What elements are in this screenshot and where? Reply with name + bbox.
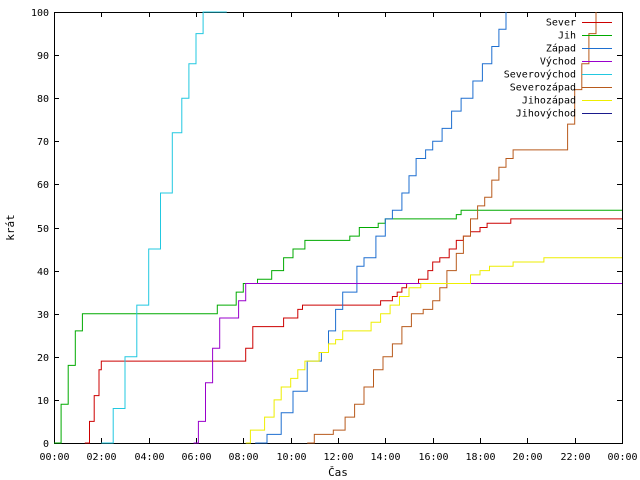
x-tick-label: 16:00 bbox=[418, 452, 448, 463]
series-line-2 bbox=[54, 209, 622, 444]
legend-label: Východ bbox=[540, 56, 576, 68]
x-axis-label: Čas bbox=[328, 466, 348, 479]
series-lines bbox=[54, 11, 622, 444]
y-tick-label: 20 bbox=[37, 353, 49, 364]
x-tick-label: 04:00 bbox=[134, 452, 164, 463]
x-tick-label: 18:00 bbox=[465, 452, 495, 463]
legend-label: Jihozápad bbox=[522, 95, 576, 107]
y-tick-label: 90 bbox=[37, 51, 49, 62]
x-tick-label: 22:00 bbox=[560, 452, 590, 463]
x-tick-label: 02:00 bbox=[86, 452, 116, 463]
y-tick-label: 70 bbox=[37, 137, 49, 148]
y-tick-label: 0 bbox=[43, 439, 49, 450]
y-axis-label: krát bbox=[4, 214, 17, 241]
legend-label: Severovýchod bbox=[504, 69, 576, 81]
x-tick-label: 06:00 bbox=[181, 452, 211, 463]
legend-label: Sever bbox=[546, 18, 576, 29]
y-tick-label: 30 bbox=[37, 310, 49, 321]
x-tick-label: 20:00 bbox=[512, 452, 542, 463]
x-tick-label: 12:00 bbox=[323, 452, 353, 463]
y-tick-label: 10 bbox=[37, 396, 49, 407]
x-tick-label: 14:00 bbox=[370, 452, 400, 463]
x-tick-label: 00:00 bbox=[607, 452, 637, 463]
legend-label: Jih bbox=[558, 31, 576, 42]
series-line-5 bbox=[101, 11, 227, 444]
x-tick-label: 08:00 bbox=[228, 452, 258, 463]
series-line-6 bbox=[307, 12, 597, 444]
legend: Sever JihZápadVýchodSeverovýchodSeverozáp… bbox=[504, 18, 612, 120]
x-axis-ticks: 00:00 02:00 04:00 06:00 08:00 10:00 12:00 14:00… bbox=[39, 12, 638, 463]
legend-label: Jihovýchod bbox=[516, 108, 576, 120]
legend-label: Severozápad bbox=[510, 82, 576, 94]
legend-label: Západ bbox=[546, 43, 576, 55]
x-tick-label: 10:00 bbox=[276, 452, 306, 463]
x-tick-label: 00:00 bbox=[39, 452, 69, 463]
y-axis-ticks: 0 10 20 30 40 50 60 70 80 90 100 bbox=[31, 8, 622, 450]
y-tick-label: 80 bbox=[37, 94, 49, 105]
y-tick-label: 40 bbox=[37, 267, 49, 278]
y-tick-label: 50 bbox=[37, 224, 49, 235]
series-line-7 bbox=[245, 257, 622, 444]
y-tick-label: 60 bbox=[37, 180, 49, 191]
series-line-4 bbox=[193, 283, 622, 444]
y-tick-label: 100 bbox=[31, 8, 49, 19]
